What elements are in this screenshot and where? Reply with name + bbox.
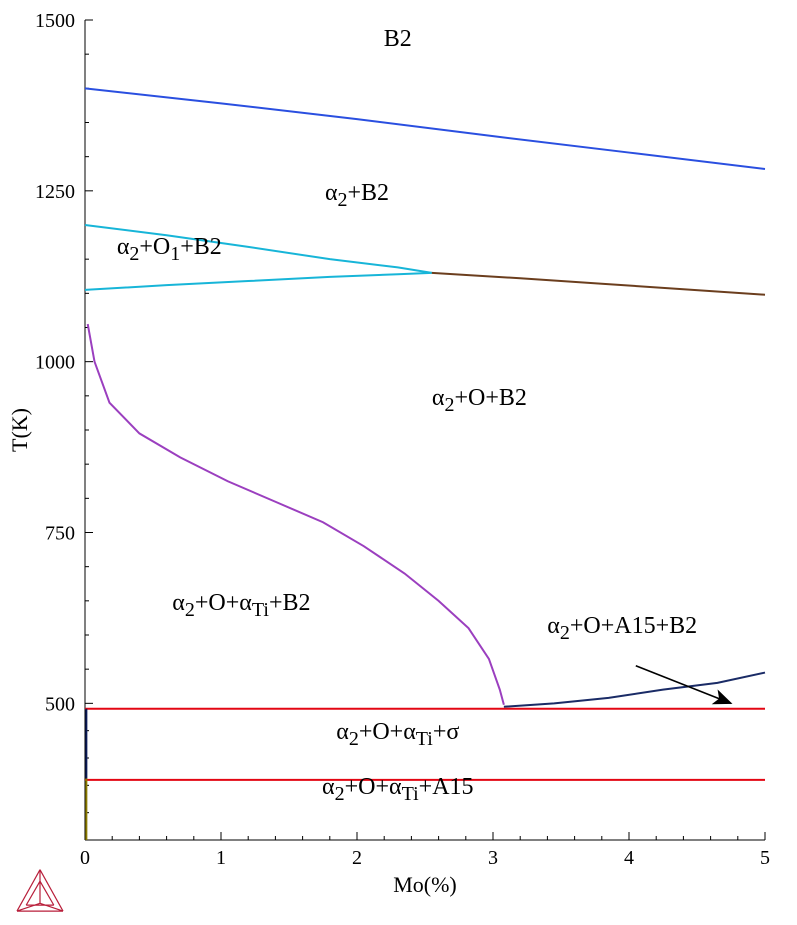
y-axis-label: T(K) [7, 408, 32, 452]
x-tick-label: 2 [352, 847, 362, 869]
x-tick-label: 4 [624, 847, 634, 869]
region-label: α2+O+B2 [329, 386, 629, 426]
y-tick-label: 750 [45, 523, 75, 545]
region-label-text: α2+B2 [207, 181, 507, 210]
chart-svg: 0 1 2 3 4 5 Mo(%) 500 750 1000 1250 1500 T(K) B2 α2+B2… [0, 0, 797, 925]
x-tick-label: 0 [80, 847, 90, 869]
region-label-text: α2+O+αTi+B2 [91, 591, 391, 620]
region-label: α2+O+αTi+σ [248, 720, 548, 760]
region-label-text: α2+O+αTi+A15 [248, 775, 548, 804]
y-tick-label: 1000 [35, 352, 75, 374]
y-tick-label: 1500 [35, 10, 75, 32]
region-label-text: α2+O1+B2 [19, 235, 319, 264]
region-label-text: α2+O+A15+B2 [472, 614, 772, 643]
y-tick-label: 1250 [35, 181, 75, 203]
region-label: α2+O1+B2 [19, 235, 319, 275]
region-label-text: α2+O+αTi+σ [248, 720, 548, 749]
region-label: α2+O+αTi+A15 [248, 775, 548, 815]
x-tick-label: 5 [760, 847, 770, 869]
region-label: α2+B2 [207, 181, 507, 221]
x-tick-label: 3 [488, 847, 498, 869]
phase-diagram-chart: 0 1 2 3 4 5 Mo(%) 500 750 1000 1250 1500 T(K) B2 α2+B2… [0, 0, 797, 925]
region-label: B2 [248, 27, 548, 67]
region-label: α2+O+αTi+B2 [91, 591, 391, 631]
region-label-text: α2+O+B2 [329, 386, 629, 415]
region-label: α2+O+A15+B2 [472, 614, 772, 654]
y-tick-label: 500 [45, 693, 75, 715]
region-label-text: B2 [248, 27, 548, 51]
x-tick-label: 1 [216, 847, 226, 869]
x-axis-label: Mo(%) [393, 872, 457, 897]
